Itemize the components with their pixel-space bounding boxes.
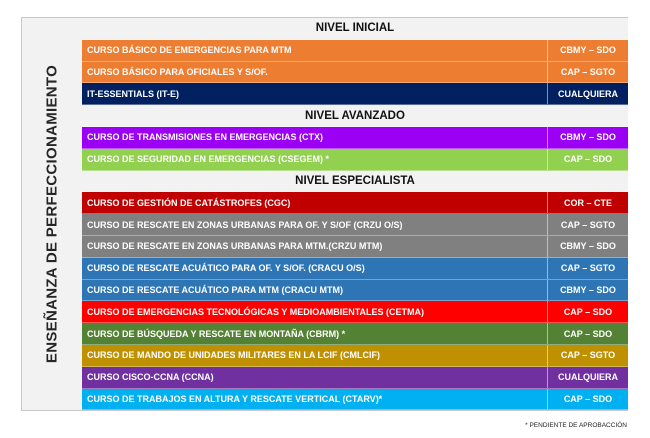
course-name: CURSO BÁSICO PARA OFICIALES Y S/OF. [87, 66, 268, 77]
course-name: CURSO DE RESCATE EN ZONAS URBANAS PARA O… [87, 219, 403, 230]
course-row: CURSO DE BÚSQUEDA Y RESCATE EN MONTAÑA (… [82, 323, 628, 345]
course-name: CURSO DE MANDO DE UNIDADES MILITARES EN … [87, 350, 380, 361]
course-row: CURSO CISCO-CCNA (CCNA) CUALQUIERA [82, 366, 628, 389]
course-rank: CBMY – SDO [547, 235, 628, 257]
section-header: NIVEL INICIAL [82, 18, 628, 40]
course-name: CURSO DE SEGURIDAD EN EMERGENCIAS (CSEGE… [87, 154, 330, 165]
course-row: CURSO DE RESCATE ACUÁTICO PARA MTM (CRAC… [82, 279, 628, 302]
course-name: IT-ESSENTIALS (IT-E) [87, 88, 180, 99]
course-name: CURSO DE EMERGENCIAS TECNOLÓGICAS Y MEDI… [87, 306, 425, 317]
course-rank: CBMY – SDO [547, 39, 628, 61]
course-name: CURSO CISCO-CCNA (CCNA) [87, 372, 214, 383]
course-row: CURSO DE RESCATE ACUÁTICO PARA OF. Y S/O… [82, 257, 628, 280]
course-row: CURSO DE MANDO DE UNIDADES MILITARES EN … [82, 344, 628, 367]
course-name: CURSO DE RESCATE ACUÁTICO PARA OF. Y S/O… [87, 263, 365, 274]
course-row: IT-ESSENTIALS (IT-E) CUALQUIERA [82, 83, 628, 106]
course-row: CURSO DE RESCATE EN ZONAS URBANAS PARA O… [82, 214, 628, 236]
course-rank: CAP – SGTO [547, 214, 628, 235]
footnote: * PENDIENTE DE APROBACCIÓN [525, 422, 627, 429]
course-rank: CAP – SGTO [547, 257, 628, 279]
side-title-panel: ENSEÑANZA DE PERFECCIONAMIENTO [22, 18, 83, 410]
course-rank: CBMY – SDO [547, 279, 628, 301]
course-rank: CUALQUIERA [547, 366, 628, 388]
course-name: CURSO DE TRANSMISIONES EN EMERGENCIAS (C… [87, 132, 324, 143]
side-title: ENSEÑANZA DE PERFECCIONAMIENTO [43, 64, 61, 364]
course-row: CURSO BÁSICO PARA OFICIALES Y S/OF. CAP –… [82, 61, 628, 84]
course-rank: COR – CTE [547, 192, 628, 214]
course-row: CURSO DE SEGURIDAD EN EMERGENCIAS (CSEGE… [82, 148, 628, 171]
course-row: CURSO DE GESTIÓN DE CATÁSTROFES (CGC) COR… [82, 192, 628, 215]
course-name: CURSO DE TRABAJOS EN ALTURA Y RESCATE VE… [87, 393, 383, 404]
course-rows: NIVEL INICIAL CURSO BÁSICO DE EMERGENCIAS… [82, 18, 628, 411]
course-name: CURSO BÁSICO DE EMERGENCIAS PARA MTM [87, 45, 292, 56]
course-row: CURSO DE EMERGENCIAS TECNOLÓGICAS Y MEDI… [82, 301, 628, 324]
course-name: CURSO DE RESCATE ACUÁTICO PARA MTM (CRAC… [87, 284, 343, 295]
course-rank: CAP – SDO [547, 148, 628, 170]
course-name: CURSO DE BÚSQUEDA Y RESCATE EN MONTAÑA (… [87, 328, 346, 339]
section-header: NIVEL ESPECIALISTA [82, 170, 628, 193]
course-row: CURSO DE TRANSMISIONES EN EMERGENCIAS (C… [82, 126, 628, 149]
course-name: CURSO DE GESTIÓN DE CATÁSTROFES (CGC) [87, 197, 291, 208]
course-rank: CAP – SGTO [547, 61, 628, 83]
courses-table: ENSEÑANZA DE PERFECCIONAMIENTO NIVEL INI… [21, 17, 628, 411]
course-row: CURSO DE RESCATE EN ZONAS URBANAS PARA M… [82, 235, 628, 258]
course-rank: CAP – SGTO [547, 344, 628, 366]
course-row: CURSO BÁSICO DE EMERGENCIAS PARA MTM CBMY… [82, 39, 628, 62]
course-rank: CAP – SDO [547, 388, 628, 410]
section-header: NIVEL AVANZADO [82, 105, 628, 127]
course-rank: CBMY – SDO [547, 126, 628, 148]
course-name: CURSO DE RESCATE EN ZONAS URBANAS PARA M… [87, 241, 383, 252]
course-rank: CUALQUIERA [547, 83, 628, 105]
course-rank: CAP – SDO [547, 301, 628, 323]
course-rank: CAP – SDO [547, 323, 628, 344]
course-row: CURSO DE TRABAJOS EN ALTURA Y RESCATE VE… [82, 388, 628, 411]
